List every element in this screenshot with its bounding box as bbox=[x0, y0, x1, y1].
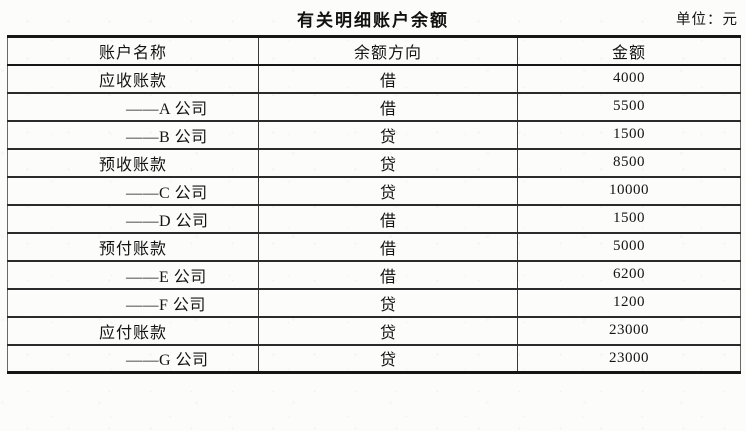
amount-cell: 23000 bbox=[517, 315, 741, 345]
document-header: 有关明细账户余额 单位：元 bbox=[0, 4, 746, 32]
amount-cell: 1200 bbox=[517, 287, 741, 317]
table-row: ——F 公司 贷 1200 bbox=[7, 287, 741, 317]
page-title: 有关明细账户余额 bbox=[297, 11, 449, 30]
balance-direction-cell: 贷 bbox=[258, 315, 518, 345]
amount-cell: 1500 bbox=[517, 119, 741, 149]
table-row: 应收账款 借 4000 bbox=[7, 63, 741, 93]
amount-cell: 6200 bbox=[517, 259, 741, 289]
account-name-cell: ——D 公司 bbox=[7, 203, 259, 233]
table-row: ——E 公司 借 6200 bbox=[7, 259, 741, 289]
table-row: 应付账款 贷 23000 bbox=[7, 315, 741, 345]
balance-direction-cell: 借 bbox=[258, 231, 518, 261]
column-header-amount: 金额 bbox=[517, 36, 741, 65]
amount-cell: 23000 bbox=[517, 343, 741, 373]
account-name-cell: 预收账款 bbox=[7, 147, 259, 177]
table-row: ——G 公司 贷 23000 bbox=[7, 343, 741, 373]
balance-direction-cell: 借 bbox=[258, 63, 518, 93]
table-row: 预收账款 贷 8500 bbox=[7, 147, 741, 177]
balance-direction-cell: 借 bbox=[258, 91, 518, 121]
unit-label: 单位：元 bbox=[676, 12, 738, 28]
account-name-cell: 应付账款 bbox=[7, 315, 259, 345]
account-balance-table: 账户名称 余额方向 金额 应收账款 借 4000 ——A 公司 借 5500 —… bbox=[7, 35, 741, 374]
balance-direction-cell: 贷 bbox=[258, 343, 518, 373]
column-header-account-name: 账户名称 bbox=[98, 44, 167, 62]
amount-cell: 8500 bbox=[517, 147, 741, 177]
account-name-cell: ——G 公司 bbox=[7, 343, 259, 373]
account-name-cell: ——A 公司 bbox=[7, 91, 259, 121]
balance-direction-cell: 贷 bbox=[258, 287, 518, 317]
balance-direction-cell: 借 bbox=[258, 259, 518, 289]
amount-cell: 5000 bbox=[517, 231, 741, 261]
table-row: ——A 公司 借 5500 bbox=[7, 91, 741, 121]
balance-direction-cell: 贷 bbox=[258, 119, 518, 149]
amount-cell: 10000 bbox=[517, 175, 741, 205]
account-name-cell: 应收账款 bbox=[7, 63, 259, 93]
column-header-balance-direction: 余额方向 bbox=[258, 36, 518, 65]
table-row: ——D 公司 借 1500 bbox=[7, 203, 741, 233]
amount-cell: 1500 bbox=[517, 203, 741, 233]
table-row: ——B 公司 贷 1500 bbox=[7, 119, 741, 149]
balance-direction-cell: 贷 bbox=[258, 175, 518, 205]
account-name-cell: ——E 公司 bbox=[7, 259, 259, 289]
account-name-cell: ——C 公司 bbox=[7, 175, 259, 205]
account-name-cell: ——B 公司 bbox=[7, 119, 259, 149]
amount-cell: 4000 bbox=[517, 63, 741, 93]
table-header-row: 账户名称 余额方向 金额 bbox=[8, 36, 741, 65]
balance-direction-cell: 贷 bbox=[258, 147, 518, 177]
balance-direction-cell: 借 bbox=[258, 203, 518, 233]
table-row: ——C 公司 贷 10000 bbox=[7, 175, 741, 205]
account-name-cell: ——F 公司 bbox=[7, 287, 259, 317]
table-row: 预付账款 借 5000 bbox=[7, 231, 741, 261]
amount-cell: 5500 bbox=[517, 91, 741, 121]
account-name-cell: 预付账款 bbox=[7, 231, 259, 261]
